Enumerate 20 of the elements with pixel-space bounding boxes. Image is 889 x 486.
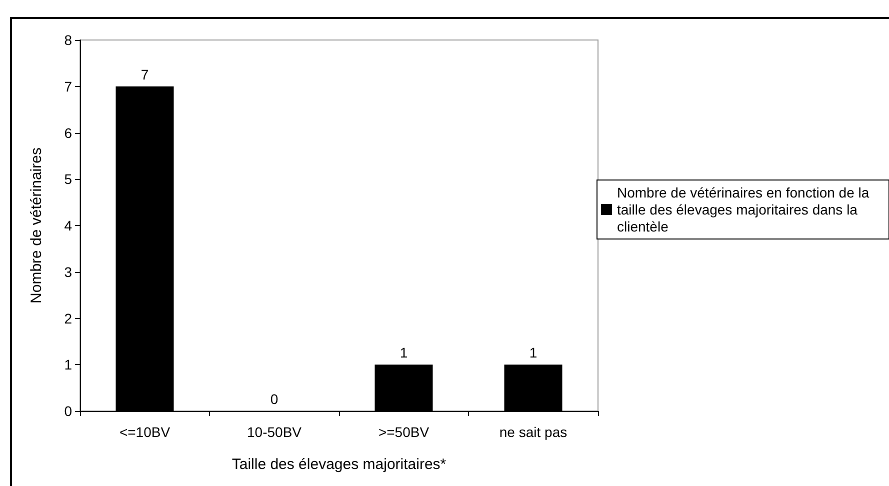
y-tick-label: 6 bbox=[64, 124, 72, 141]
y-tick-label: 5 bbox=[64, 171, 72, 188]
y-tick-label: 8 bbox=[64, 32, 72, 48]
data-label: 0 bbox=[270, 391, 278, 407]
y-tick-label: 4 bbox=[64, 218, 72, 234]
y-axis-title: Nombre de vétérinaires bbox=[28, 148, 45, 304]
legend-label: Nombre de vétérinaires en fonction de la taille des élevages majoritaires dans la clientèle bbox=[617, 184, 874, 234]
y-tick-label: 7 bbox=[64, 78, 72, 94]
data-label: 1 bbox=[529, 344, 538, 361]
x-axis-title: Taille des élevages majoritaires* bbox=[232, 456, 446, 473]
y-tick-label: 3 bbox=[64, 264, 72, 280]
x-tick-label: <=10BV bbox=[119, 424, 171, 440]
x-tick-label: 10-50BV bbox=[247, 424, 302, 440]
y-tick-label: 1 bbox=[64, 356, 72, 373]
y-tick-label: 2 bbox=[64, 310, 72, 326]
data-label: 1 bbox=[400, 344, 408, 361]
y-tick-label: 0 bbox=[64, 403, 72, 419]
data-label: 7 bbox=[140, 66, 149, 82]
x-tick-label: >=50BV bbox=[378, 424, 430, 440]
x-tick-label: ne sait pas bbox=[499, 424, 568, 440]
